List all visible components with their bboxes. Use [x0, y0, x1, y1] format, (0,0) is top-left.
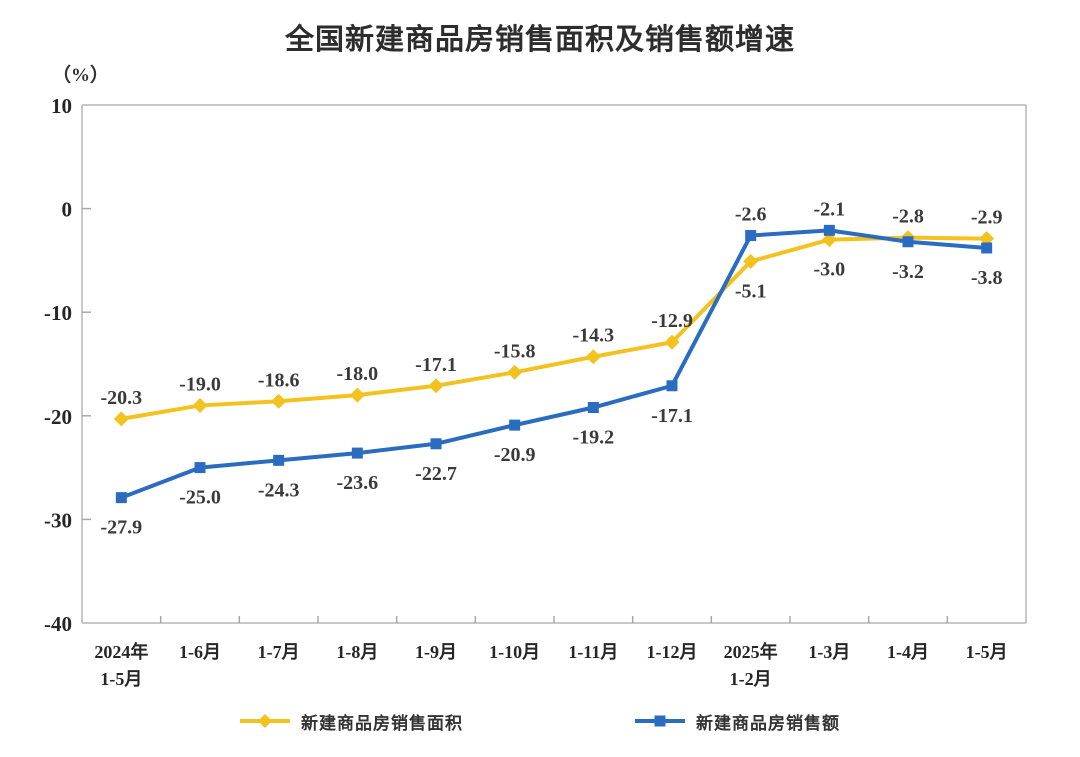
- x-category-label: 1-11月: [568, 642, 618, 662]
- data-point-label: -22.7: [415, 463, 457, 485]
- data-point-marker: [823, 224, 835, 236]
- legend-line-diamond-icon: [240, 714, 290, 728]
- data-point-marker: [428, 378, 444, 394]
- data-point-label: -20.9: [494, 444, 536, 466]
- data-point-label: -3.2: [892, 261, 924, 283]
- data-point-label: -3.0: [813, 259, 845, 281]
- legend-label-sales-area: 新建商品房销售面积: [301, 713, 463, 733]
- legend-item-sales-amount: 新建商品房销售额: [633, 710, 840, 733]
- data-point-label: -20.3: [100, 387, 142, 409]
- data-point-marker: [271, 393, 287, 409]
- series-line-0: [119, 235, 989, 421]
- data-point-label: -15.8: [494, 340, 536, 362]
- x-category-label: 1-9月: [415, 642, 457, 662]
- data-point-label: -14.3: [572, 325, 614, 347]
- data-point-marker: [113, 411, 129, 427]
- data-point-marker: [664, 334, 680, 350]
- data-point-label: -5.1: [735, 280, 767, 302]
- legend-item-sales-area: 新建商品房销售面积: [238, 710, 463, 733]
- data-point-marker: [194, 462, 206, 474]
- y-axis-tick-label: -10: [44, 301, 72, 325]
- data-point-label: -17.1: [415, 354, 457, 376]
- y-axis-tick-label: -30: [44, 508, 72, 532]
- data-point-marker: [743, 253, 759, 269]
- data-point-label: -25.0: [179, 487, 221, 509]
- data-point-label: -2.9: [971, 207, 1003, 229]
- data-point-label: -24.3: [258, 479, 300, 501]
- x-category-label: 1-2月: [730, 669, 772, 689]
- data-point-label: -18.6: [258, 369, 300, 391]
- data-point-marker: [666, 380, 678, 392]
- data-point-marker: [745, 230, 757, 242]
- data-point-marker: [273, 454, 285, 466]
- x-category-label: 1-6月: [179, 642, 221, 662]
- data-point-marker: [351, 447, 363, 459]
- data-point-label: -17.1: [651, 405, 693, 427]
- data-point-label: -12.9: [651, 310, 693, 332]
- y-axis-tick-label: -20: [44, 405, 72, 429]
- data-point-label: -19.0: [179, 373, 221, 395]
- data-point-marker: [821, 232, 837, 248]
- data-point-marker: [585, 349, 601, 365]
- data-point-label: -2.8: [892, 206, 924, 228]
- data-point-marker: [349, 387, 365, 403]
- chart-legend: 新建商品房销售面积 新建商品房销售额: [0, 706, 1080, 740]
- data-point-label: -27.9: [100, 517, 142, 539]
- data-point-marker: [430, 438, 442, 450]
- data-point-marker: [981, 242, 993, 254]
- data-point-label: -19.2: [572, 427, 614, 449]
- x-category-label: 1-3月: [808, 642, 850, 662]
- y-axis-unit-label: （%）: [52, 65, 110, 86]
- data-point-label: -2.1: [813, 198, 845, 220]
- x-category-label: 1-4月: [887, 642, 929, 662]
- series-line-1: [119, 228, 989, 500]
- y-axis-tick-label: 0: [62, 198, 73, 222]
- x-category-label: 1-5月: [100, 669, 142, 689]
- data-point-marker: [115, 492, 127, 504]
- x-category-label: 1-12月: [647, 642, 698, 662]
- data-point-marker: [979, 231, 995, 247]
- data-point-marker: [192, 397, 208, 413]
- chart-title: 全国新建商品房销售面积及销售额增速: [284, 24, 795, 56]
- x-category-label: 2025年: [724, 641, 778, 662]
- data-point-label: -23.6: [336, 472, 378, 494]
- y-axis-tick-label: 10: [51, 94, 72, 118]
- x-category-label: 1-8月: [336, 642, 378, 662]
- legend-label-sales-amount: 新建商品房销售额: [696, 713, 840, 733]
- x-category-label: 1-5月: [966, 642, 1008, 662]
- data-point-marker: [587, 402, 599, 414]
- data-point-label: -18.0: [336, 363, 378, 385]
- data-point-marker: [902, 236, 914, 248]
- data-point-marker: [507, 364, 523, 380]
- y-axis-tick-label: -40: [44, 612, 72, 636]
- x-category-label: 1-10月: [489, 642, 540, 662]
- legend-line-square-icon: [635, 715, 685, 727]
- data-point-label: -3.8: [971, 267, 1003, 289]
- data-point-label: -2.6: [735, 204, 767, 226]
- data-point-marker: [509, 419, 521, 431]
- x-category-label: 1-7月: [258, 642, 300, 662]
- x-category-label: 2024年: [94, 641, 148, 662]
